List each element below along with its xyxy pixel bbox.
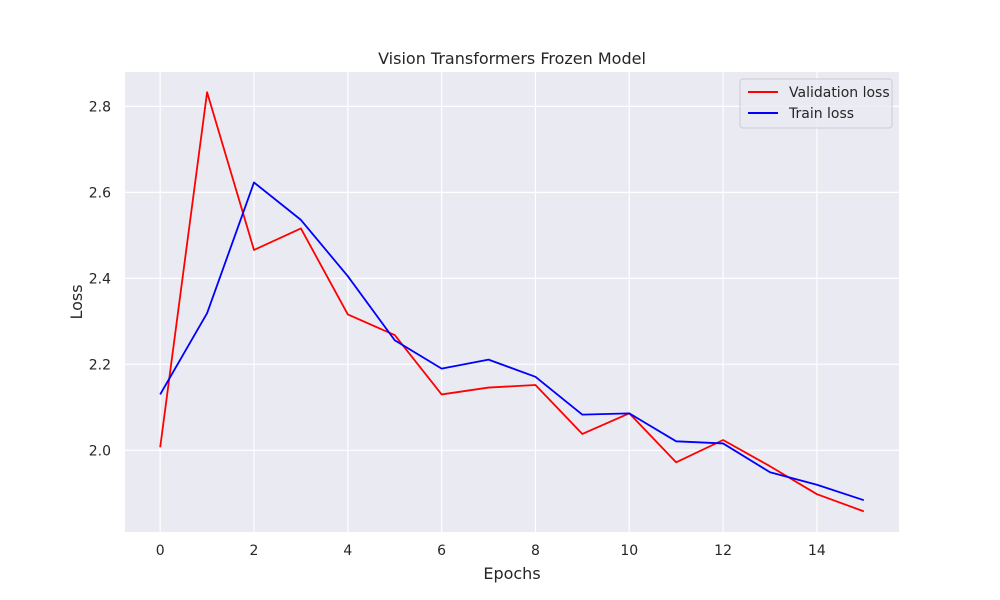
series-line-train-loss (159, 181, 865, 502)
x-axis-label: Epochs (483, 564, 540, 583)
y-axis-label: Loss (67, 284, 86, 319)
y-tick-labels: 2.0 2.2 2.4 2.6 2.8 (89, 99, 111, 459)
x-tick-label: 0 (156, 543, 165, 559)
x-gridlines (159, 72, 818, 532)
legend-label-validation: Validation loss (789, 85, 890, 101)
series-line-validation-loss (159, 91, 865, 513)
x-tick-labels: 0 2 4 6 8 10 12 14 (156, 543, 826, 559)
y-tick-label: 2.0 (89, 443, 111, 459)
x-tick-label: 4 (343, 543, 352, 559)
y-tick-label: 2.6 (89, 185, 111, 201)
x-tick-label: 10 (620, 543, 638, 559)
series-lines (159, 91, 865, 513)
x-tick-label: 14 (808, 543, 826, 559)
y-tick-label: 2.8 (89, 99, 111, 115)
x-tick-label: 8 (531, 543, 540, 559)
legend: Validation loss Train loss (739, 78, 893, 129)
x-tick-label: 2 (250, 543, 259, 559)
x-tick-label: 6 (437, 543, 446, 559)
chart-title: Vision Transformers Frozen Model (378, 49, 646, 68)
y-tick-label: 2.4 (89, 271, 111, 287)
x-tick-label: 12 (714, 543, 732, 559)
legend-label-train: Train loss (788, 106, 854, 122)
y-tick-label: 2.2 (89, 357, 111, 373)
plot-area (125, 72, 899, 532)
